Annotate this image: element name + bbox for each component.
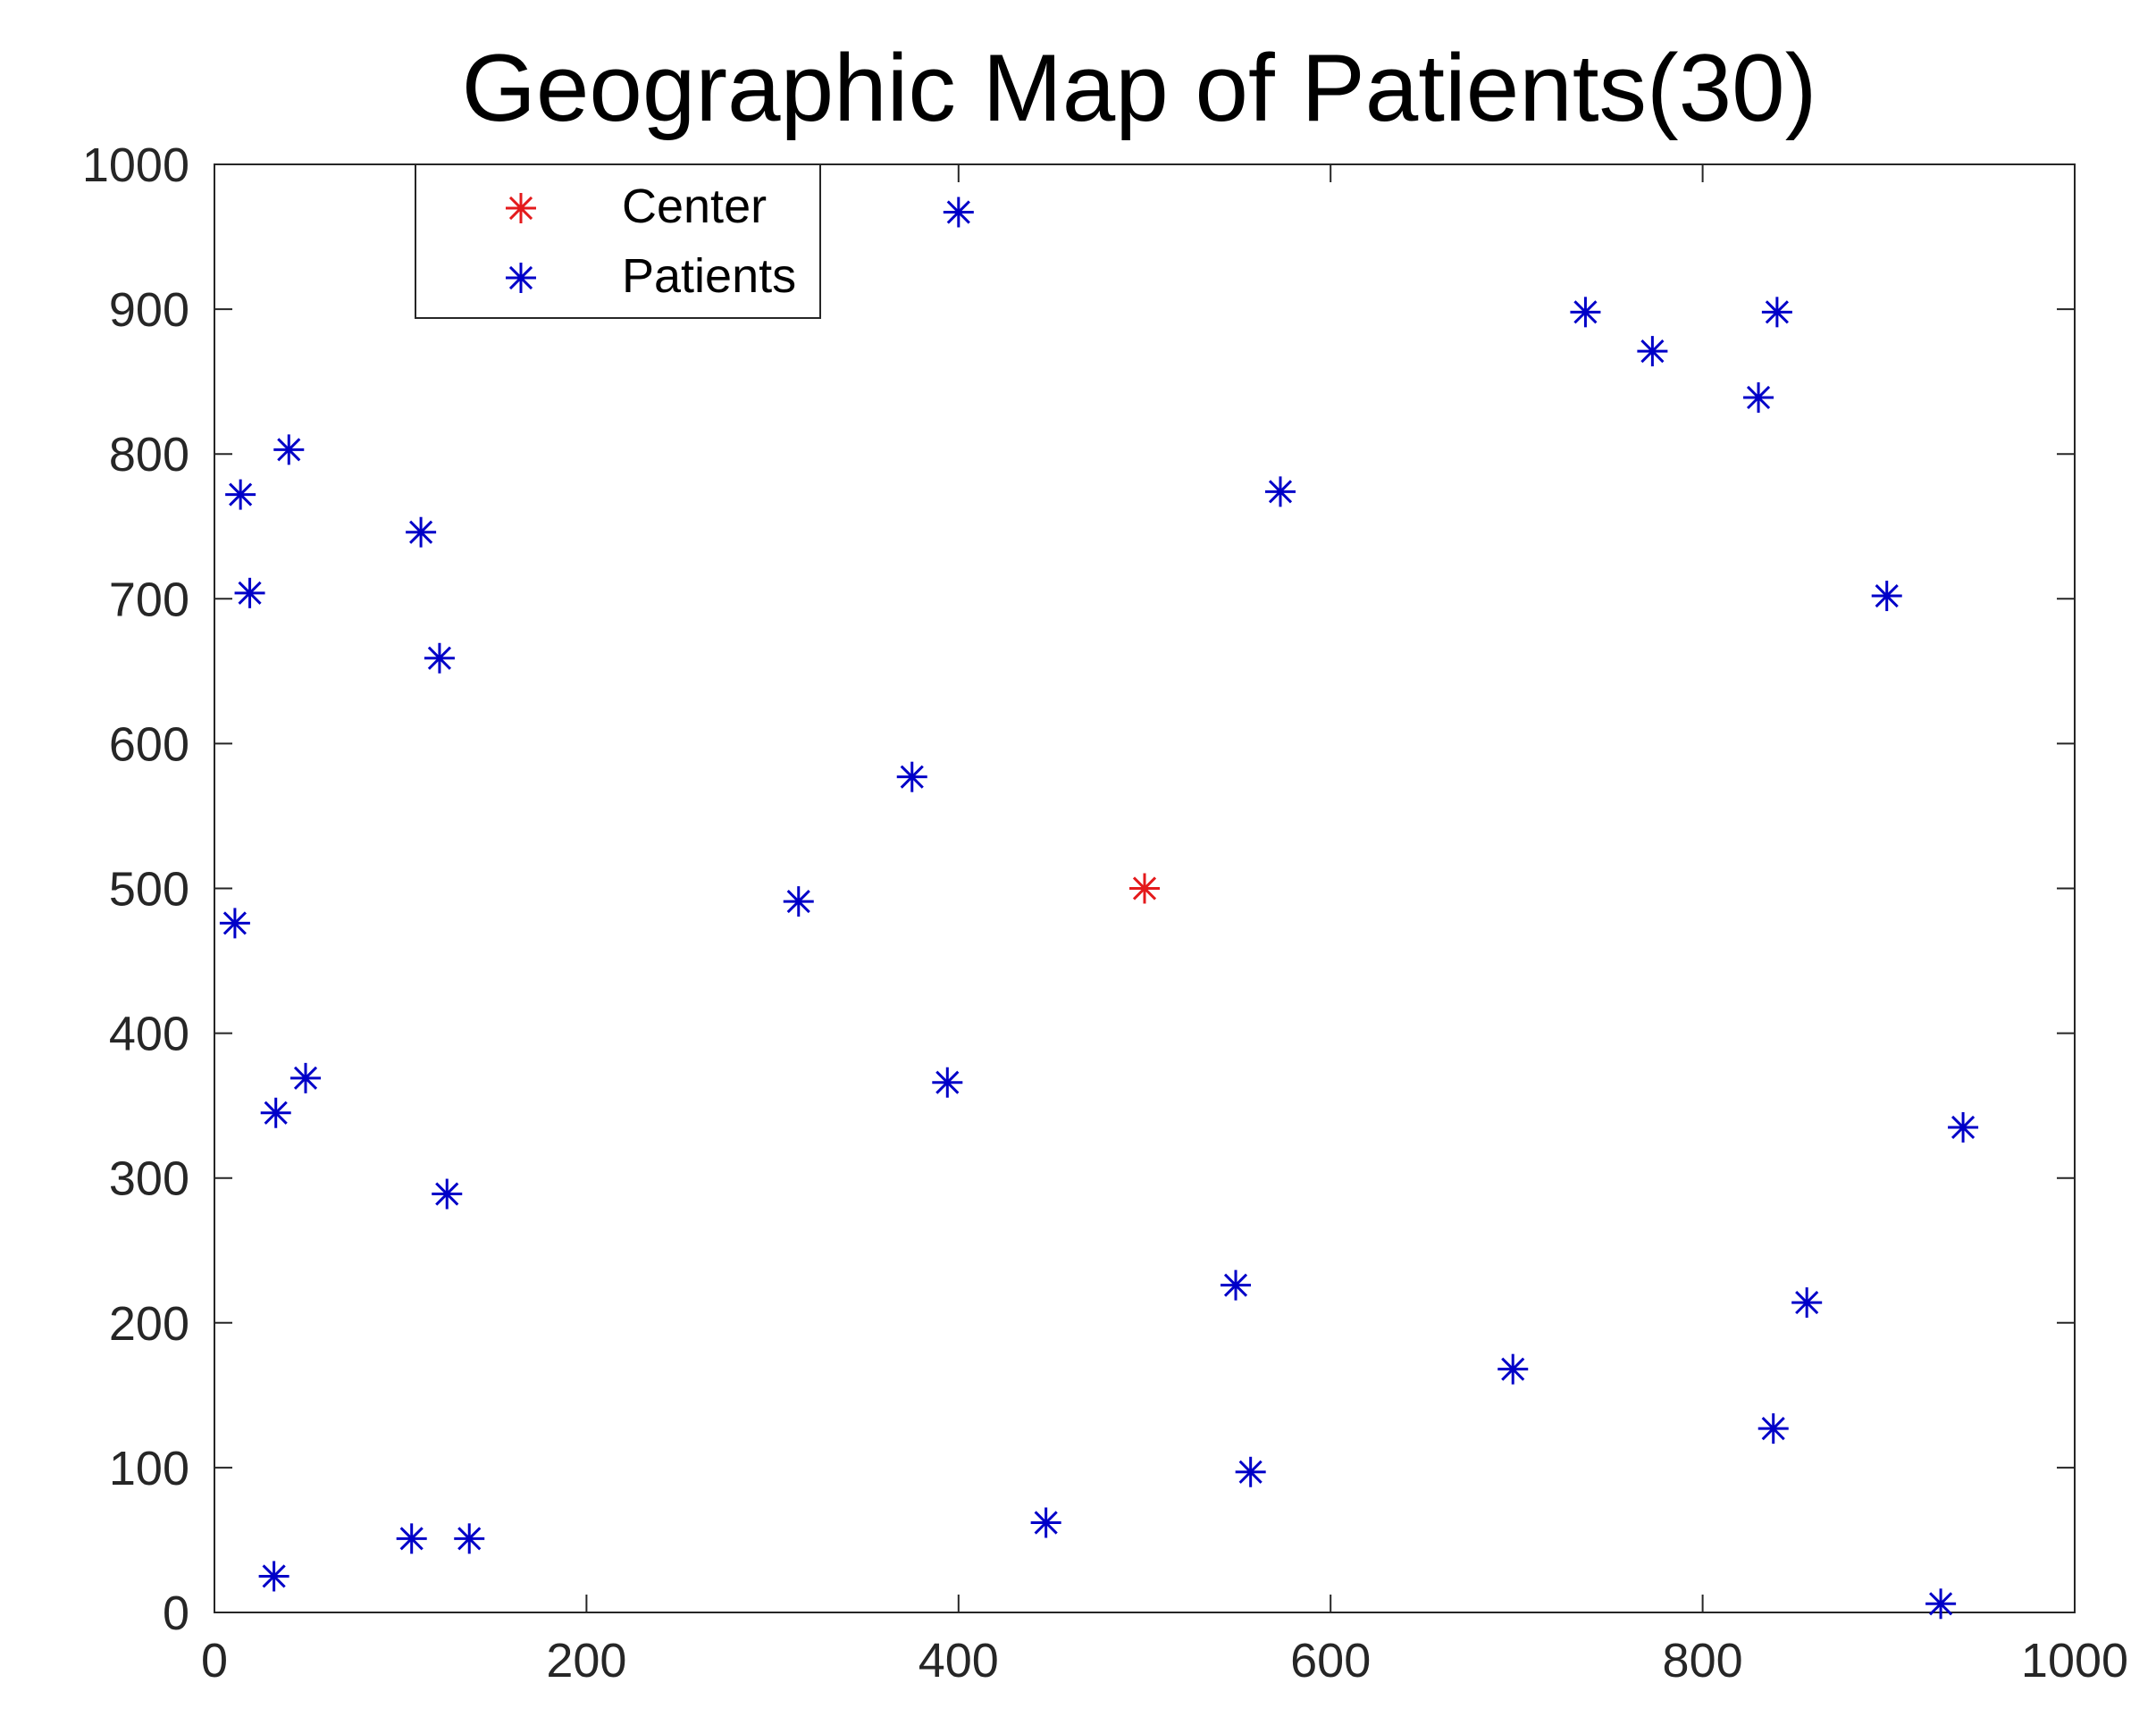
patient-point	[1925, 1588, 1957, 1620]
patient-point	[1497, 1353, 1529, 1385]
y-tick-label: 1000	[82, 138, 189, 192]
y-tick-label: 100	[109, 1442, 189, 1495]
y-tick-label: 300	[109, 1152, 189, 1206]
y-tick-label: 0	[163, 1587, 189, 1640]
patient-point	[260, 1097, 291, 1128]
center-point	[1129, 873, 1160, 904]
patient-point	[1948, 1111, 1979, 1143]
patient-point	[432, 1178, 463, 1210]
x-tick-label: 1000	[2021, 1634, 2128, 1687]
patient-point	[290, 1062, 322, 1093]
y-tick-label: 600	[109, 717, 189, 771]
legend-label-patients: Patients	[622, 249, 796, 303]
x-tick-label: 0	[201, 1634, 228, 1687]
patient-point	[454, 1523, 485, 1554]
y-tick-label: 700	[109, 573, 189, 626]
x-tick-label: 600	[1290, 1634, 1371, 1687]
legend-asterisk-center	[506, 193, 536, 223]
legend: Center Patients	[415, 163, 821, 319]
patient-point	[424, 642, 455, 674]
patient-point	[1791, 1287, 1823, 1319]
legend-marker-patients	[506, 263, 536, 293]
legend-box	[415, 163, 821, 319]
patient-point	[258, 1561, 289, 1592]
patient-point	[225, 479, 256, 510]
patient-point	[1758, 1413, 1789, 1444]
patient-point	[234, 577, 265, 608]
data-points	[219, 197, 1979, 1620]
x-tick-label: 800	[1663, 1634, 1743, 1687]
patient-point	[1264, 476, 1296, 507]
patient-point	[1221, 1269, 1252, 1301]
patient-point	[219, 908, 250, 939]
x-tick-label: 200	[546, 1634, 626, 1687]
legend-marker-center	[506, 193, 536, 223]
patient-point	[273, 434, 305, 465]
axes: 0 200 400 600 800 1000 0 100 200 300 400 500 600 700 8…	[82, 138, 2128, 1687]
patient-point	[896, 761, 927, 792]
patient-point	[1743, 381, 1774, 413]
chart-title: Geographic Map of Patients(30)	[462, 34, 1817, 141]
y-tick-label: 500	[109, 863, 189, 917]
y-tick-label: 800	[109, 428, 189, 481]
patient-point	[783, 886, 814, 917]
x-tick-label: 400	[919, 1634, 999, 1687]
patient-point	[932, 1067, 963, 1098]
patient-point	[1761, 297, 1792, 328]
patient-point	[1871, 581, 1902, 612]
patient-point	[943, 197, 974, 228]
y-tick-label: 900	[109, 283, 189, 337]
patient-point	[1570, 297, 1601, 328]
patient-point	[396, 1523, 427, 1554]
legend-label-center: Center	[622, 180, 767, 233]
patient-point	[406, 516, 437, 548]
y-tick-label: 200	[109, 1297, 189, 1351]
patient-point	[1030, 1507, 1061, 1538]
y-tick-label: 400	[109, 1008, 189, 1061]
legend-asterisk-patients	[506, 263, 536, 293]
patient-point	[1637, 336, 1668, 367]
patient-point	[1235, 1456, 1266, 1487]
